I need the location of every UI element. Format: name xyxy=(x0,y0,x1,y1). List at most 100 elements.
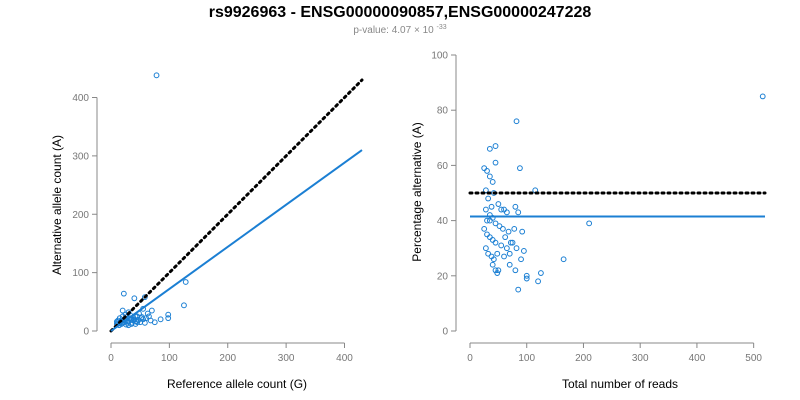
y-tick-label: 60 xyxy=(437,161,449,172)
data-point xyxy=(482,187,489,194)
data-point xyxy=(492,159,499,166)
data-point xyxy=(503,209,510,216)
data-point xyxy=(759,93,766,100)
data-point xyxy=(538,270,544,276)
y-tick-label: 100 xyxy=(72,268,89,279)
data-point xyxy=(488,203,495,210)
data-point xyxy=(515,209,522,216)
data-point xyxy=(119,307,126,314)
data-point xyxy=(523,275,530,282)
data-point xyxy=(492,143,499,149)
x-tick-label: 100 xyxy=(161,353,178,364)
data-point xyxy=(498,242,505,249)
data-point xyxy=(513,245,520,252)
x-tick-label: 0 xyxy=(467,353,473,364)
data-point xyxy=(486,173,493,180)
x-tick-label: 100 xyxy=(518,353,535,364)
data-point xyxy=(157,316,164,323)
data-point xyxy=(131,295,138,302)
data-point xyxy=(518,256,524,263)
data-point xyxy=(560,256,567,263)
data-point xyxy=(501,253,507,260)
data-point xyxy=(492,220,499,227)
data-point xyxy=(484,168,490,174)
data-point xyxy=(500,225,506,232)
data-point xyxy=(535,278,541,285)
data-point xyxy=(165,315,172,322)
data-point xyxy=(498,206,505,213)
y-tick-label: 300 xyxy=(72,151,89,162)
data-point xyxy=(182,279,189,285)
data-point xyxy=(515,286,522,293)
x-tick-label: 500 xyxy=(745,353,762,364)
y-tick-label: 400 xyxy=(72,93,89,104)
x-tick-label: 300 xyxy=(278,353,295,364)
data-point xyxy=(484,231,490,238)
scatter-panel-percentage: Total number of reads Percentage alterna… xyxy=(410,51,767,391)
data-point xyxy=(505,228,512,235)
data-point xyxy=(141,294,148,301)
data-point xyxy=(506,261,513,268)
data-point xyxy=(165,311,172,318)
data-point xyxy=(513,118,520,125)
reference-line xyxy=(109,78,364,333)
data-point xyxy=(489,261,496,268)
data-point xyxy=(148,307,155,314)
data-point xyxy=(485,195,492,202)
y-axis-label: Percentage alternative (A) xyxy=(410,122,424,261)
y-tick-label: 40 xyxy=(437,216,449,227)
p-value-base: 10 xyxy=(423,25,435,36)
x-tick-label: 0 xyxy=(108,353,114,364)
chart-subtitle: p-value: 4.07 × 10 -33 xyxy=(353,24,446,36)
data-point xyxy=(506,250,513,257)
data-point xyxy=(520,248,527,254)
data-point xyxy=(495,267,502,274)
data-point xyxy=(502,234,509,241)
x-tick-label: 400 xyxy=(689,353,706,364)
data-point xyxy=(517,165,523,172)
data-point xyxy=(482,245,489,252)
data-point xyxy=(489,179,496,185)
data-point xyxy=(495,201,502,207)
data-point xyxy=(484,217,490,224)
data-point xyxy=(511,225,518,232)
chart-title: rs9926963 - ENSG00000090857,ENSG00000247… xyxy=(209,4,592,21)
p-value-times: × xyxy=(414,25,420,36)
data-point xyxy=(181,302,187,309)
data-point xyxy=(509,239,516,246)
data-point xyxy=(486,145,493,152)
data-point xyxy=(482,206,489,213)
data-point xyxy=(494,250,501,257)
y-tick-label: 100 xyxy=(431,51,448,62)
data-point xyxy=(507,239,514,246)
data-point xyxy=(481,225,488,232)
data-point xyxy=(494,270,501,276)
data-point xyxy=(120,290,127,297)
data-point xyxy=(503,245,510,252)
data-point xyxy=(153,72,160,79)
p-value-prefix: p-value: 4.07 xyxy=(353,25,411,36)
data-point xyxy=(490,256,497,263)
data-point xyxy=(523,272,530,279)
data-point xyxy=(496,223,503,230)
x-axis-label: Total number of reads xyxy=(562,377,678,391)
data-point xyxy=(489,237,496,243)
y-tick-label: 0 xyxy=(83,327,89,338)
y-tick-label: 200 xyxy=(72,210,89,221)
data-point xyxy=(512,267,519,274)
scatter-panel-allele-counts: Reference allele count (G) Alternative a… xyxy=(50,72,364,391)
data-point xyxy=(135,317,142,323)
y-tick-label: 0 xyxy=(442,327,448,338)
x-axis-label: Reference allele count (G) xyxy=(167,377,307,391)
x-tick-label: 300 xyxy=(632,353,649,364)
data-point xyxy=(139,314,145,320)
y-tick-label: 80 xyxy=(437,106,449,117)
y-tick-label: 20 xyxy=(437,271,449,282)
data-point xyxy=(481,165,488,172)
data-point xyxy=(486,217,493,224)
fit-line xyxy=(110,149,363,332)
x-tick-label: 200 xyxy=(575,353,592,364)
data-point xyxy=(519,228,526,235)
